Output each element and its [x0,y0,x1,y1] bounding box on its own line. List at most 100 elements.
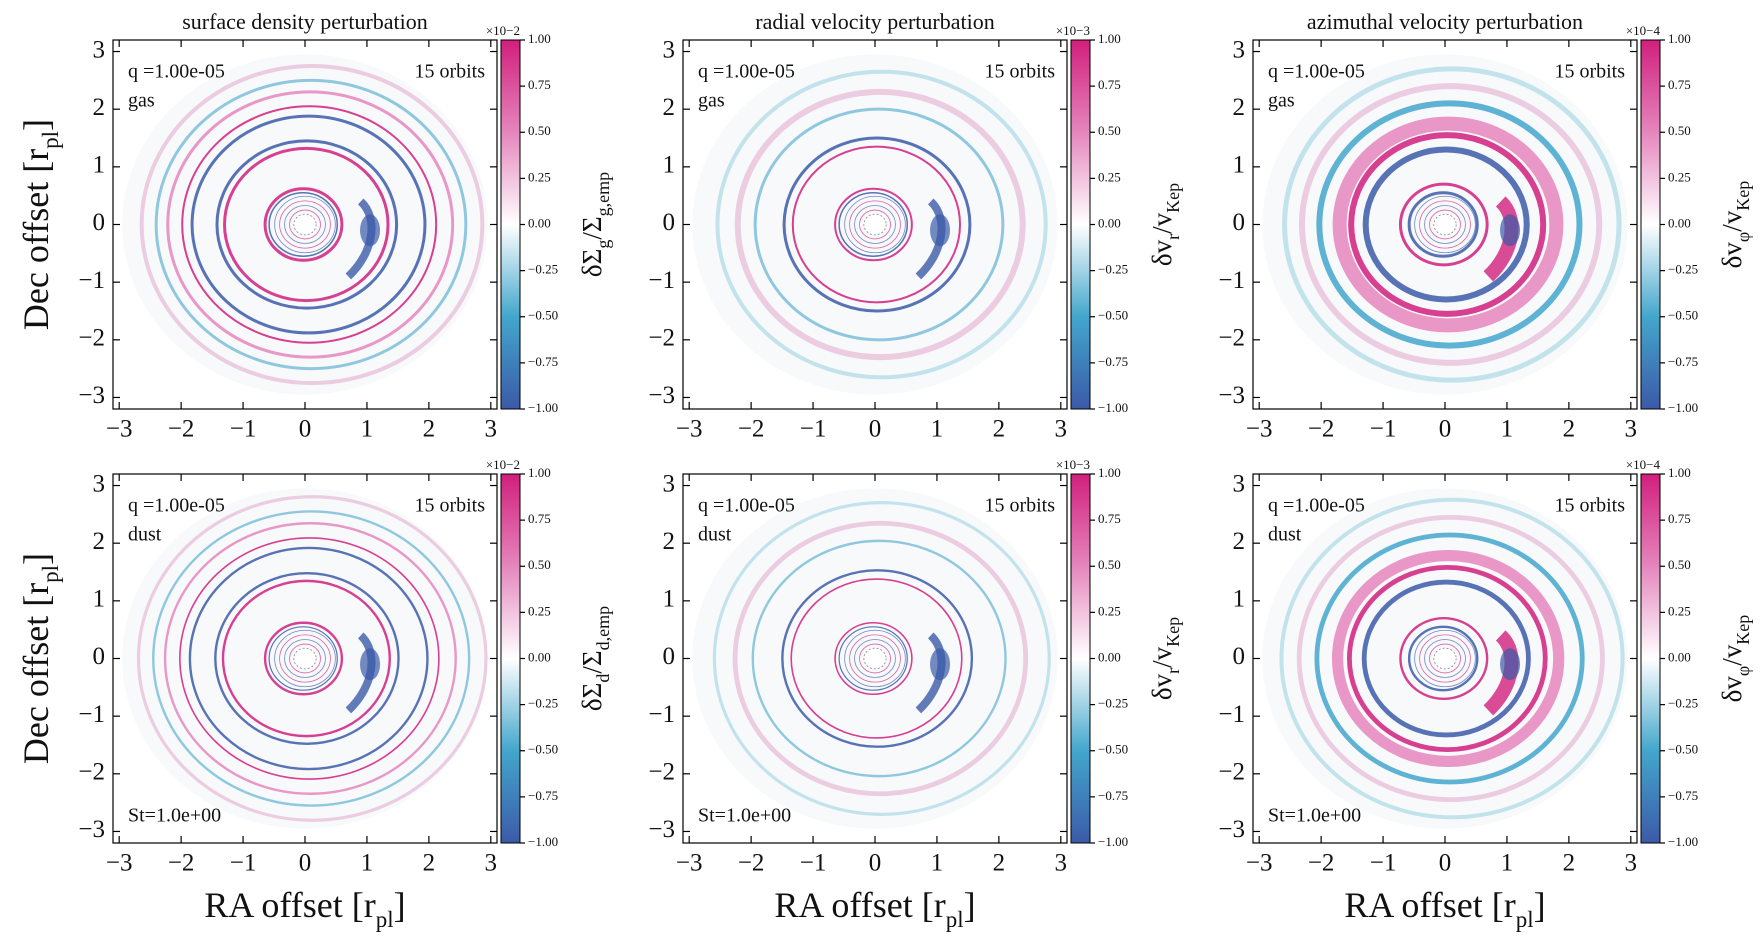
x-tick-label: −3 [1246,850,1273,877]
annotation-orbits: 15 orbits [1554,495,1625,517]
colorbar-tick-label: −0.50 [528,308,558,323]
disc-ring [1347,564,1548,753]
annotation-orbits: 15 orbits [1554,61,1625,83]
colorbar-tick-label: 1.00 [1098,465,1121,480]
panel-title: azimuthal velocity perturbation [1307,9,1583,34]
y-tick-label: 0 [1233,209,1246,236]
colorbar-tick-label: 0.75 [1668,511,1691,526]
x-tick-label: −1 [230,850,257,877]
disc-ring [139,63,485,386]
disc-ring [834,187,913,262]
disc-image [1262,488,1628,829]
x-tick-label: 0 [869,416,882,443]
annotation-q: q =1.00e-05 [128,495,225,517]
colorbar-label-part: g [593,240,613,249]
colorbar-label: δvφ/vKep [1717,181,1753,269]
x-tick-label: −2 [738,850,765,877]
disc-ring [838,626,908,691]
colorbar-tick-label: 0.50 [1668,557,1691,572]
colorbar-tick-label: −0.75 [1098,354,1128,369]
inner-ring [854,639,896,678]
inner-ring [1424,205,1466,244]
annotation-phase: dust [128,524,162,546]
colorbar-label: δvr/vKep [1147,183,1183,266]
y-tick-label: −1 [1218,701,1245,728]
panel: −3 −2 −1 0 1 2 3 −3 −2 −1 0 1 2 3 q =1.00e-05 15 orbits… [16,9,613,443]
x-tick-label: 3 [1625,850,1638,877]
colorbar-exponent: ×10−4 [1626,23,1661,38]
colorbar-tick-label: 1.00 [1668,465,1691,480]
colorbar-tick-label: −0.25 [528,696,558,711]
inner-ring [274,629,336,688]
disc-ring [1332,116,1564,333]
y-tick-label: −1 [648,267,675,294]
inner-ring [849,200,901,249]
panel: −3 −2 −1 0 1 2 3 −3 −2 −1 0 1 2 3 q =1.00e-05 15 orbits… [16,457,613,932]
x-tick-label: 2 [1563,850,1576,877]
y-axis-label-part: pl [38,131,63,149]
x-axis-label: RA offset [rpl] [204,885,405,932]
y-tick-label: 3 [663,470,676,497]
disc-ring [1398,182,1489,267]
colorbar-label-part: Kep [1163,183,1183,213]
y-tick-label: 3 [1233,470,1246,497]
inner-ring [1424,639,1466,678]
colorbar-tick-label: 1.00 [1098,31,1121,46]
inner-ring [854,205,896,244]
colorbar-tick-label: 0.50 [528,557,551,572]
x-tick-label: 2 [993,850,1006,877]
y-axis-label-part: pl [38,565,63,583]
x-tick-label: −1 [1370,416,1397,443]
disc-image [692,54,1058,395]
y-axis-label-part: Dec offset [r [16,583,56,764]
planet-blob [360,214,381,247]
inner-ring [1414,195,1476,254]
x-tick-label: 0 [1439,416,1452,443]
colorbar-tick-label: −0.50 [1098,742,1128,757]
colorbar [500,39,521,410]
colorbar [1640,39,1661,410]
x-tick-label: 1 [361,850,374,877]
x-tick-label: 0 [299,850,312,877]
panel: −3 −2 −1 0 1 2 3 −3 −2 −1 0 1 2 3 q =1.00e-05 15 orbits… [1218,9,1753,443]
disc-ring [1362,146,1530,303]
disc-ring [214,572,400,745]
colorbar-exponent: ×10−2 [486,457,520,472]
x-tick-label: 2 [993,416,1006,443]
disc-ring [712,501,1051,816]
disc-ring [1361,579,1531,738]
annotation-stokes: St=1.0e+00 [698,805,791,827]
disc-ring [1282,66,1622,383]
y-tick-label: 0 [93,643,106,670]
y-tick-label: −2 [78,759,105,786]
annotation-orbits: 15 orbits [984,495,1055,517]
disc-ring [163,522,457,795]
colorbar-tick-label: 0.25 [1098,169,1121,184]
y-tick-label: 0 [663,209,676,236]
x-axis-label: RA offset [rpl] [774,885,975,932]
y-tick-label: −1 [78,267,105,294]
y-axis-label: Dec offset [rpl] [16,553,63,764]
y-tick-label: 2 [93,528,106,555]
x-tick-label: −2 [738,416,765,443]
disc-image [692,488,1058,829]
colorbar-tick-label: 0.00 [1668,649,1691,664]
colorbar-tick-label: 0.75 [528,77,551,92]
x-axis-label-part: RA offset [r [774,885,945,925]
inner-ring [289,643,321,674]
disc-ring [1296,514,1605,803]
colorbar-tick-label: 0.25 [528,603,551,618]
colorbar-label-part: r [1163,668,1183,674]
y-tick-label: −3 [78,816,105,843]
planet-blob [1500,214,1521,247]
annotation-q: q =1.00e-05 [698,61,795,83]
y-tick-label: 2 [1233,528,1246,555]
panel: −3 −2 −1 0 1 2 3 −3 −2 −1 0 1 2 3 q =1.00e-05 15 orbits… [648,457,1183,932]
colorbar-tick-label: −0.75 [1668,354,1698,369]
x-tick-label: 3 [485,850,498,877]
colorbar-tick-label: 0.75 [528,511,551,526]
disc-ring [188,546,429,771]
disc-ring [154,78,468,371]
colorbar-label: δΣd/Σd,emp [577,606,613,711]
disc-ring [1407,625,1479,692]
